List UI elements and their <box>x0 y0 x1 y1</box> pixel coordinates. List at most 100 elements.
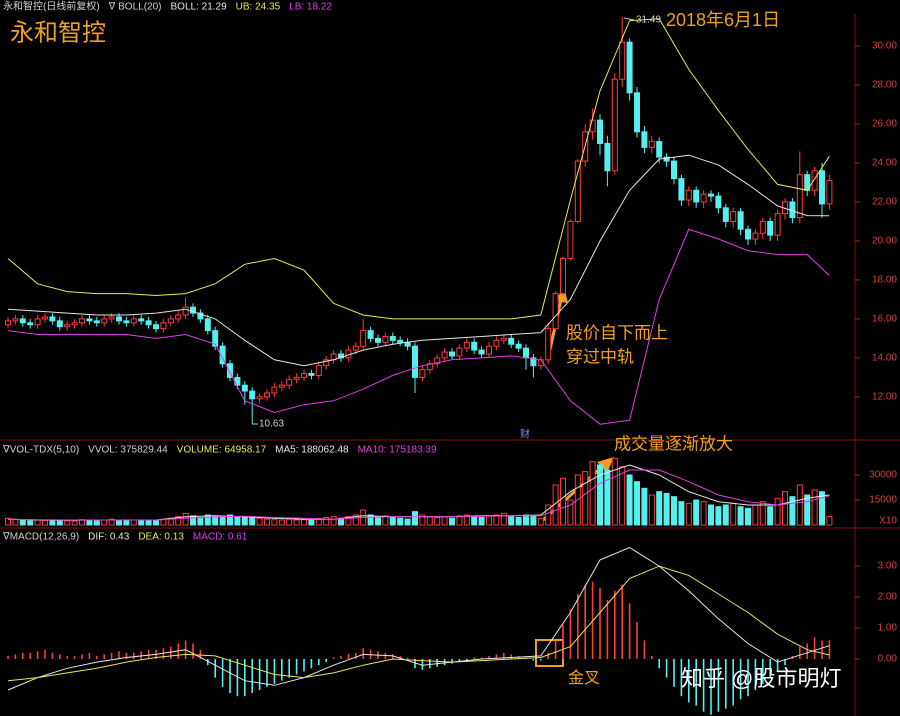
candle-body <box>323 359 330 367</box>
volume-bar <box>397 517 404 526</box>
candle-body <box>604 143 611 172</box>
candle-body <box>693 189 700 203</box>
volume-bar <box>737 506 744 526</box>
candle-body <box>389 335 396 341</box>
volume-bar <box>12 518 19 526</box>
volume-bar <box>145 520 152 526</box>
y-tick-label: 1.00 <box>878 623 898 634</box>
date-label: 2018年6月1日 <box>666 10 780 30</box>
volume-bar <box>678 501 685 526</box>
volume-bar <box>782 491 788 526</box>
volume-bar <box>182 512 189 526</box>
legend-entry: VVOL: 375829.44 <box>88 445 168 456</box>
candle-body <box>463 341 470 349</box>
event-marker: 财 <box>520 428 530 441</box>
candle-body <box>56 320 63 328</box>
candle-body <box>574 160 581 222</box>
candle-body <box>493 339 500 347</box>
volume-bar <box>123 520 130 526</box>
legend-entry: UB: 24.35 <box>236 2 281 13</box>
candle-body <box>626 41 633 94</box>
volume-bar <box>648 494 655 526</box>
min-label: 10.63 <box>259 419 284 430</box>
candle-body <box>79 318 85 324</box>
volume-bar <box>767 506 774 526</box>
candle-body <box>212 330 219 347</box>
candle-body <box>101 318 108 324</box>
volume-bar <box>434 517 441 526</box>
candle-body <box>796 174 803 219</box>
candle-body <box>12 318 19 322</box>
volume-bar <box>241 517 248 526</box>
y-tick-label: 28.00 <box>872 80 897 91</box>
y-tick-label: 30.00 <box>872 41 897 52</box>
volume-bar <box>308 519 315 526</box>
candle-body <box>116 316 122 322</box>
volume-bar <box>597 464 603 526</box>
watermark: 知乎 @股市明灯 <box>681 666 841 691</box>
candle-body <box>352 345 359 351</box>
volume-bar <box>93 520 100 526</box>
volume-bar <box>256 517 263 526</box>
candle-body <box>619 41 626 80</box>
volume-bar <box>293 519 300 526</box>
candle-body <box>130 318 137 324</box>
candle-body <box>360 330 367 347</box>
candle-body <box>471 341 478 351</box>
legend-entry: ∇VOL-TDX(5,10) <box>2 445 79 456</box>
y-tick-label: 3.00 <box>878 561 898 572</box>
volume-bar <box>685 502 692 526</box>
y-tick-label: 0.00 <box>878 654 898 665</box>
candle-body <box>293 376 300 380</box>
candle-body <box>478 349 485 355</box>
y-tick-label: 16.00 <box>872 314 897 325</box>
volume-bar <box>811 489 818 526</box>
candle-body <box>271 386 278 394</box>
volume-bar <box>323 517 330 526</box>
volume-bar <box>219 516 226 526</box>
volume-bar <box>493 514 500 526</box>
legend-entry: MACD: 0.61 <box>193 532 248 543</box>
legend-entry: DEA: 0.13 <box>138 532 184 543</box>
candle-body <box>419 369 426 378</box>
candle-body <box>759 220 766 234</box>
volume-bar <box>153 519 159 526</box>
volume-bar <box>56 519 63 526</box>
volume-bar <box>160 519 167 526</box>
y-tick-label: 26.00 <box>872 119 897 130</box>
volume-bar <box>486 515 492 526</box>
candle-body <box>737 211 744 230</box>
volume-bar <box>604 469 611 526</box>
volume-bar <box>626 474 633 526</box>
candle-body <box>730 211 737 222</box>
volume-bar <box>204 514 211 526</box>
y-tick-label: 30000 <box>869 470 897 481</box>
volume-bar <box>264 518 270 526</box>
volume-bar <box>441 516 448 526</box>
candle-body <box>708 193 714 197</box>
candle-body <box>671 160 677 180</box>
candle-body <box>397 339 404 343</box>
volume-bar <box>5 517 11 526</box>
candle-body <box>175 314 182 320</box>
y-tick-label: 12.00 <box>872 392 897 403</box>
candle-body <box>160 322 167 330</box>
volume-bar <box>656 491 663 526</box>
candle-body <box>641 131 648 148</box>
candle-body <box>774 213 781 236</box>
legend-entry: LB: 18.22 <box>289 2 332 13</box>
candle-body <box>108 316 115 320</box>
arrow-head <box>597 457 614 473</box>
y-tick-label: 18.00 <box>872 275 897 286</box>
volume-bar <box>34 519 41 526</box>
legend-entry: VOLUME: 64958.17 <box>177 445 267 456</box>
candle-body <box>219 345 226 365</box>
indicator-line <box>7 18 830 320</box>
volume-bar <box>426 516 433 526</box>
candle-body <box>567 220 574 259</box>
volume-bar <box>412 511 418 526</box>
volume-bar <box>774 497 781 526</box>
annotation: 成交量逐渐放大 <box>614 434 733 453</box>
